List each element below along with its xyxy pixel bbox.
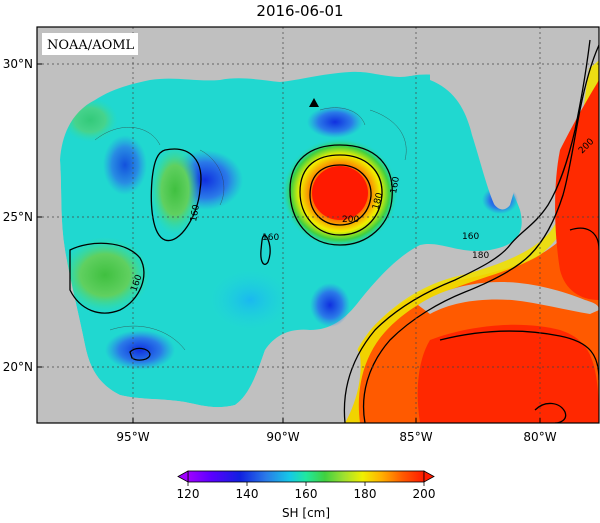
- green-ridge-southwest: [60, 237, 150, 313]
- map-panel: 160 160 160 200 180 160 160 180 200: [37, 27, 599, 423]
- axis-ticks: [37, 63, 541, 423]
- colorbar-min-arrow: [177, 470, 189, 483]
- contour-label: 200: [342, 215, 359, 225]
- green-ridge-west: [150, 145, 200, 235]
- contour-eddy-inner: [309, 164, 372, 226]
- lon-label: 80°W: [523, 430, 556, 444]
- contour-label: 160: [389, 176, 402, 195]
- contour-eddy-mid: [299, 154, 383, 236]
- lon-label: 95°W: [116, 430, 149, 444]
- contour-160-sw: [69, 242, 145, 314]
- map-frame: [36, 26, 600, 424]
- colorbar-max-arrow: [423, 470, 435, 483]
- florida-current: [555, 80, 599, 300]
- colorbar-tick-label: 120: [177, 487, 200, 501]
- colorbar-scale: [187, 470, 425, 483]
- blue-eddy-bay-of-campeche: [105, 330, 175, 370]
- contour-160-loop: [343, 39, 591, 423]
- map-title: 2016-06-01: [256, 2, 344, 20]
- cyan-area-south: [210, 270, 290, 330]
- lon-label: 90°W: [266, 430, 299, 444]
- colorbar: 120 140 160 180 200 SH [cm]: [177, 470, 436, 520]
- mexico-land: [37, 160, 265, 423]
- contour-eddy-outer: [289, 144, 393, 246]
- contour-label: 180: [371, 191, 385, 210]
- colorbar-tick-label: 160: [295, 487, 318, 501]
- contour-label: 160: [262, 233, 279, 243]
- contour-label: 160: [189, 204, 202, 223]
- contour-160-small: [260, 234, 271, 265]
- contour-small-sw: [129, 347, 151, 361]
- lat-label: 25°N: [3, 210, 33, 224]
- contour-200-south: [439, 330, 599, 381]
- blue-eddy-northwest: [103, 135, 147, 195]
- blue-eddy-yucatan: [310, 283, 350, 327]
- credit-box: NOAA/AOML: [42, 33, 138, 55]
- south-red: [417, 324, 599, 423]
- lat-label: 20°N: [3, 360, 33, 374]
- gridlines: [37, 27, 599, 423]
- contour-200-se: [534, 402, 567, 423]
- colorbar-tick-label: 140: [236, 487, 259, 501]
- station-triangle-marker: [309, 98, 319, 107]
- warm-eddy-core: [312, 166, 368, 220]
- colorbar-tick-label: 180: [354, 487, 377, 501]
- lat-label: 30°N: [3, 57, 33, 71]
- credit-text: NOAA/AOML: [47, 38, 135, 53]
- colorbar-ticks: [187, 482, 425, 486]
- lon-label: 85°W: [399, 430, 432, 444]
- contour-lines: [69, 39, 599, 423]
- loop-current-edge: [342, 60, 599, 423]
- cuba-land: [418, 282, 599, 314]
- contour-180-loop: [362, 44, 599, 423]
- contour-160-west: [150, 148, 202, 242]
- contour-label: 180: [472, 251, 489, 261]
- colorbar-tick-label: 200: [413, 487, 436, 501]
- yucatan-land: [263, 329, 361, 423]
- us-coast-land: [37, 27, 540, 160]
- blue-eddy-north: [307, 106, 363, 138]
- contour-label: 160: [462, 232, 479, 242]
- colorbar-title: SH [cm]: [282, 506, 330, 520]
